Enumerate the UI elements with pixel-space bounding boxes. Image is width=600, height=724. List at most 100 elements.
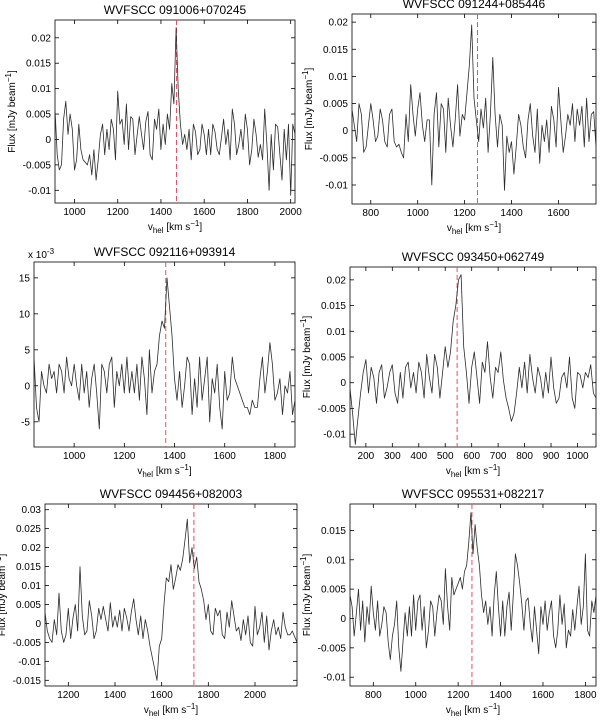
y-tick-label: 15 <box>19 273 31 284</box>
x-tick-label: 1200 <box>57 690 80 701</box>
y-tick-label: 0.015 <box>26 59 51 70</box>
spectrum-panel-6: WVFSCC 095531+082217 800 1000 1200 1400 1600 1… <box>299 487 597 718</box>
x-tick-label: 400 <box>410 451 427 462</box>
x-tick-label: 2000 <box>244 690 267 701</box>
spectrum-panel-2: WVFSCC 091244+085446 800 1000 1200 1400 1600 -… <box>301 0 597 236</box>
y-tick-label: 0.005 <box>16 600 41 611</box>
x-tick-label: 1400 <box>489 690 512 701</box>
x-tick-label: 600 <box>463 451 480 462</box>
y-axis-label: Flux [mJy beam−1] <box>0 554 8 637</box>
y-tick-label: -0.005 <box>318 643 347 654</box>
y-tick-label: 0.03 <box>22 505 42 516</box>
x-tick-label: 1000 <box>63 451 86 462</box>
x-tick-label: 800 <box>516 451 533 462</box>
x-axis-label: vhel [km s−1] <box>137 463 191 479</box>
y-tick-label: 0.02 <box>22 543 42 554</box>
x-tick-label: 2000 <box>280 207 303 218</box>
x-tick-label: 1400 <box>104 690 127 701</box>
y-tick-label: 0.015 <box>16 562 41 573</box>
panel-title: WVFSCC 091006+070245 <box>104 3 247 17</box>
y-tick-label: 0 <box>342 126 348 137</box>
y-tick-label: -5 <box>21 417 30 428</box>
plot-frame <box>54 19 296 204</box>
y-tick-label: -0.01 <box>323 673 346 684</box>
x-axis-label: vhel [km s−1] <box>446 702 500 718</box>
plot-frame <box>44 503 298 687</box>
x-tick-label: 900 <box>543 451 560 462</box>
y-tick-label: 0.02 <box>327 275 347 286</box>
y-tick-label: 0.005 <box>321 353 346 364</box>
y-tick-label: -0.005 <box>318 404 347 415</box>
y-tick-label: 0 <box>340 378 346 389</box>
x-axis-label: vhel [km s−1] <box>447 220 501 236</box>
spectrum-line <box>34 277 295 430</box>
x-tick-label: 1000 <box>405 690 428 701</box>
x-tick-label: 200 <box>358 451 375 462</box>
panel-title: WVFSCC 093450+062749 <box>402 250 545 264</box>
x-tick-label: 1600 <box>214 451 237 462</box>
spectrum-panel-1: WVFSCC 091006+070245 1000 1200 1400 1600 1800… <box>4 3 302 235</box>
spectrum-panel-4: WVFSCC 093450+062749 200 300 400 500 600 700 80… <box>299 250 597 479</box>
y-tick-label: 0.005 <box>26 110 51 121</box>
x-tick-label: 700 <box>490 451 507 462</box>
y-tick-label: 0.01 <box>22 581 42 592</box>
y-tick-label: -0.01 <box>28 186 51 197</box>
x-axis-label: vhel [km s−1] <box>446 463 500 479</box>
y-tick-label: 0.01 <box>329 72 349 83</box>
y-tick-label: 10 <box>19 309 31 320</box>
spectrum-panel-3: WVFSCC 092116+093914 1000 1200 1400 1600 1800… <box>19 245 296 479</box>
x-tick-label: 1200 <box>447 690 470 701</box>
y-tick-label: 0 <box>24 381 30 392</box>
x-axis-label: vhel [km s−1] <box>144 702 198 718</box>
y-tick-label: 0.01 <box>327 555 347 566</box>
y-tick-label: 0.02 <box>32 33 52 44</box>
y-tick-label: -0.015 <box>13 676 42 687</box>
x-tick-label: 1600 <box>547 208 570 219</box>
y-tick-label: 0 <box>35 619 41 630</box>
y-tick-label: 0.015 <box>323 45 348 56</box>
plot-frame <box>33 261 296 448</box>
x-tick-label: 1400 <box>500 208 523 219</box>
x-tick-label: 300 <box>384 451 401 462</box>
y-tick-label: 0 <box>45 135 51 146</box>
panel-title: WVFSCC 095531+082217 <box>402 487 545 501</box>
x-tick-label: 1200 <box>113 451 136 462</box>
x-tick-label: 1800 <box>264 451 287 462</box>
y-tick-label: -0.01 <box>323 430 346 441</box>
x-tick-label: 1400 <box>150 207 173 218</box>
x-tick-label: 1800 <box>236 207 259 218</box>
y-tick-label: 0.005 <box>323 99 348 110</box>
y-tick-label: 5 <box>24 345 30 356</box>
y-tick-label: -0.005 <box>320 153 349 164</box>
x-tick-label: 1600 <box>193 207 216 218</box>
x-tick-label: 1600 <box>532 690 555 701</box>
spectrum-line <box>350 274 596 445</box>
y-tick-label: -0.01 <box>325 181 348 192</box>
spectrum-line <box>45 518 297 681</box>
x-tick-label: 1400 <box>163 451 186 462</box>
plot-frame <box>351 13 597 205</box>
x-tick-label: 500 <box>437 451 454 462</box>
plot-frame <box>349 503 597 687</box>
x-tick-label: 1000 <box>407 208 430 219</box>
x-axis-label: vhel [km s−1] <box>148 219 202 235</box>
y-tick-label: -0.005 <box>13 638 42 649</box>
y-exponent-label: x 10-3 <box>28 247 55 261</box>
y-tick-label: 0.015 <box>321 526 346 537</box>
plot-frame <box>349 266 597 448</box>
y-tick-label: 0.015 <box>321 301 346 312</box>
y-tick-label: 0.01 <box>32 84 52 95</box>
y-tick-label: 0 <box>340 614 346 625</box>
y-axis-label: Flux [mJy beam−1] <box>299 316 313 399</box>
spectrum-line <box>55 27 295 196</box>
panel-title: WVFSCC 092116+093914 <box>94 245 236 259</box>
x-tick-label: 1000 <box>566 451 589 462</box>
y-tick-label: 0.005 <box>321 585 346 596</box>
x-tick-label: 800 <box>365 690 382 701</box>
x-tick-label: 1800 <box>574 690 597 701</box>
spectrum-panel-5: WVFSCC 094456+082003 1200 1400 1600 1800 2000… <box>0 487 298 718</box>
y-tick-label: -0.01 <box>18 657 41 668</box>
spectrum-line <box>352 24 596 191</box>
y-axis-label: Flux [mJy beam−1] <box>301 68 315 151</box>
y-axis-label: Flux [mJy beam−1] <box>4 70 18 153</box>
